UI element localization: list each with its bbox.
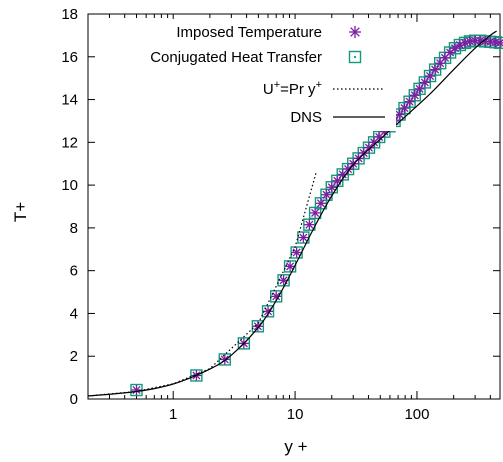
asterisk-stroke xyxy=(495,38,503,47)
x-tick-label: 10 xyxy=(287,406,304,423)
asterisk-stroke xyxy=(311,208,320,217)
cht-marker-square xyxy=(283,260,297,273)
imposed-marker xyxy=(298,232,309,243)
y-tick-label: 12 xyxy=(61,134,78,151)
plot-frame xyxy=(87,13,501,400)
asterisk-stroke xyxy=(431,65,440,74)
asterisk-stroke xyxy=(279,276,288,285)
imposed-marker xyxy=(414,83,425,94)
imposed-marker xyxy=(425,71,436,82)
cht-marker-square xyxy=(261,305,275,318)
cht-marker-square xyxy=(237,337,251,350)
legend-label-sup: + xyxy=(316,79,322,91)
imposed-marker xyxy=(131,385,142,396)
legend-cht-dot xyxy=(353,55,357,59)
legend-cht-square xyxy=(348,50,362,64)
y-tick-label: 16 xyxy=(61,49,78,66)
y-tick-label: 2 xyxy=(70,348,78,365)
x-tick-label: 1 xyxy=(169,406,177,423)
asterisk-stroke xyxy=(395,110,404,119)
y-tick-label: 4 xyxy=(70,305,78,322)
axis-ticks: 0 2 4 6 8 10 12 14 16 18 1 10 100 xyxy=(61,6,500,423)
imposed-marker xyxy=(394,109,405,120)
asterisk-stroke xyxy=(253,322,262,331)
dns-line xyxy=(87,30,497,397)
asterisk-stroke xyxy=(460,38,470,47)
asterisk-stroke xyxy=(292,248,301,257)
legend: Imposed Temperature Conjugated Heat Trans… xyxy=(96,19,396,131)
y-tick-label: 0 xyxy=(70,391,78,408)
x-tick-label: 100 xyxy=(404,406,429,423)
cht-marker-square xyxy=(251,320,265,333)
legend-label-part: =Pr y xyxy=(280,81,316,98)
asterisk-stroke xyxy=(299,233,308,242)
plot-border xyxy=(87,13,501,400)
imposed-marker xyxy=(409,90,420,101)
asterisk-stroke xyxy=(350,27,360,37)
legend-background xyxy=(96,19,396,131)
asterisk-stroke xyxy=(272,292,281,301)
legend-label: U+=Pr y+ xyxy=(263,79,322,98)
imposed-marker xyxy=(399,103,410,114)
legend-label: DNS xyxy=(290,109,322,126)
asterisk-stroke xyxy=(263,307,273,316)
imposed-marker xyxy=(310,207,321,218)
asterisk-stroke xyxy=(333,176,342,185)
legend-imposed-symbol xyxy=(349,26,361,38)
linear-law-line xyxy=(87,171,318,397)
imposed-marker xyxy=(285,261,296,272)
legend-label-sup: + xyxy=(274,79,280,91)
asterisk-stroke xyxy=(322,190,331,199)
imposed-marker xyxy=(419,77,430,88)
imposed-marker xyxy=(404,96,415,107)
imposed-marker xyxy=(430,64,441,75)
asterisk-stroke xyxy=(305,220,314,229)
imposed-marker xyxy=(315,198,326,209)
asterisk-stroke xyxy=(316,199,326,208)
asterisk-stroke xyxy=(420,78,429,87)
asterisk-stroke xyxy=(450,44,460,53)
y-tick-label: 14 xyxy=(61,92,78,109)
x-axis-title: y + xyxy=(284,437,307,456)
legend-label: Conjugated Heat Transfer xyxy=(150,49,322,66)
asterisk-stroke xyxy=(415,84,424,93)
asterisk-stroke xyxy=(286,262,295,271)
cht-marker-square xyxy=(303,218,316,231)
legend-cht-symbol xyxy=(348,50,362,64)
cht-marker-square xyxy=(408,89,422,102)
y-tick-label: 18 xyxy=(61,6,78,23)
cht-marker-square xyxy=(130,383,143,397)
asterisk-stroke xyxy=(400,104,409,113)
asterisk-stroke xyxy=(405,97,414,106)
cht-marker-square xyxy=(270,290,283,303)
asterisk-stroke xyxy=(465,37,474,46)
cht-marker-square xyxy=(190,369,203,382)
imposed-marker xyxy=(464,36,475,47)
imposed-marker xyxy=(291,247,302,258)
cht-marker-square xyxy=(218,353,231,366)
legend-label-part: U xyxy=(263,81,274,98)
asterisk-stroke xyxy=(410,91,419,100)
imposed-marker xyxy=(321,189,332,200)
asterisk-stroke xyxy=(425,71,435,81)
y-axis-title: T+ xyxy=(11,202,30,222)
y-tick-label: 6 xyxy=(70,263,78,280)
cht-marker-square xyxy=(277,274,290,287)
imposed-marker xyxy=(304,219,315,230)
y-tick-label: 10 xyxy=(61,177,78,194)
y-tick-label: 8 xyxy=(70,220,78,237)
legend-label: Imposed Temperature xyxy=(176,24,322,41)
imposed-marker xyxy=(495,37,503,48)
imposed-marker xyxy=(252,321,263,332)
